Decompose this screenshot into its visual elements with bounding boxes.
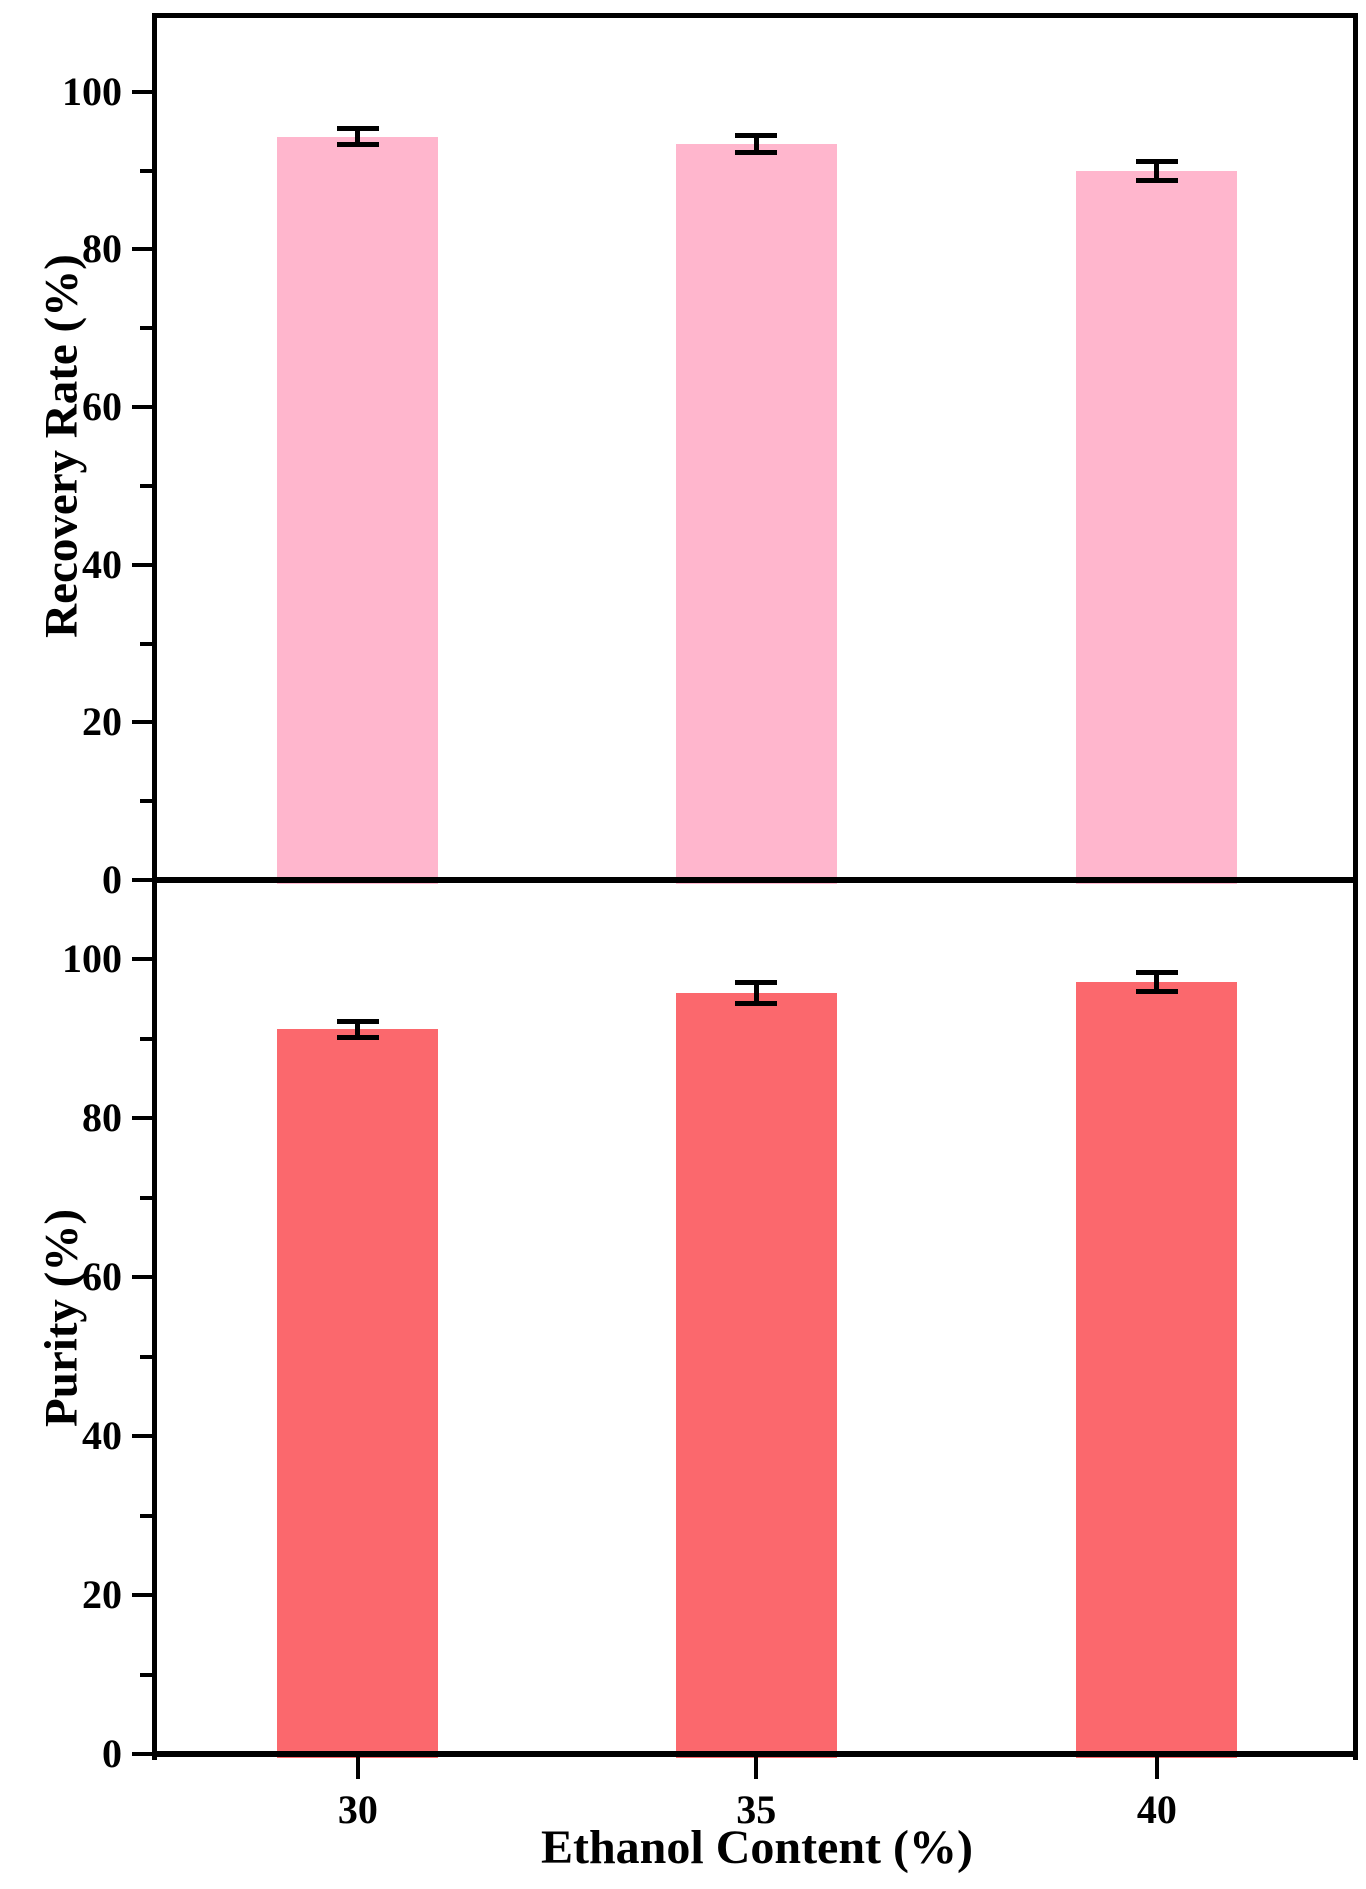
error-bar-cap-top (1135, 158, 1178, 164)
error-bar-stem-recovery-35 (753, 135, 759, 153)
y-tick-label: 80 (82, 1095, 122, 1141)
x-tick-label: 35 (736, 1787, 777, 1832)
error-bar-cap-top (735, 132, 778, 138)
x-tick-label: 40 (1136, 1787, 1177, 1832)
y-major-tick (132, 1593, 152, 1598)
error-bar-cap-top (1135, 969, 1178, 975)
error-bar-stem-recovery-30 (355, 128, 361, 145)
y-major-tick (132, 1116, 152, 1121)
error-bar-cap-bottom (735, 150, 778, 155)
y-minor-tick (140, 1672, 152, 1677)
bar-recovery-35 (675, 143, 837, 884)
y-major-tick (132, 89, 152, 94)
y-tick-label: 80 (82, 226, 122, 272)
x-major-tick (355, 1757, 360, 1779)
bar-purity-35 (675, 992, 837, 1758)
error-bar-cap-bottom (735, 1000, 778, 1006)
plot-top-border (152, 13, 1358, 18)
y-major-tick (132, 562, 152, 567)
bar-recovery-40 (1076, 170, 1238, 884)
y-minor-tick (140, 799, 152, 804)
bottom-axis-line (152, 1751, 1358, 1757)
y-minor-tick (140, 1513, 152, 1518)
right-axis-spine (1353, 13, 1358, 1760)
y-tick-label: 40 (82, 541, 122, 587)
y-minor-tick (140, 483, 152, 488)
y-minor-tick (140, 326, 152, 331)
y-tick-label: 20 (82, 1572, 122, 1618)
x-major-tick (754, 1757, 759, 1779)
y-tick-label: 100 (62, 68, 122, 114)
y-minor-tick (140, 1354, 152, 1359)
bar-recovery-30 (277, 136, 439, 884)
error-bar-cap-bottom (336, 142, 379, 148)
left-axis-spine (152, 13, 157, 1760)
y-tick-label: 40 (82, 1413, 122, 1459)
y-minor-tick (140, 641, 152, 646)
y-major-tick (132, 247, 152, 252)
error-bar-cap-bottom (1135, 177, 1178, 183)
y-major-tick (132, 405, 152, 410)
y-major-tick (132, 957, 152, 962)
y-minor-tick (140, 1195, 152, 1200)
y-tick-label: 20 (82, 699, 122, 745)
y-major-tick (132, 878, 152, 882)
error-bar-cap-top (336, 126, 379, 132)
panel-divider-line (152, 877, 1358, 883)
error-bar-stem-purity-30 (355, 1021, 361, 1038)
error-bar-cap-bottom (336, 1034, 379, 1040)
error-bar-stem-purity-40 (1154, 972, 1160, 992)
bar-purity-30 (277, 1029, 439, 1758)
y-major-tick (132, 720, 152, 725)
bar-purity-40 (1076, 981, 1238, 1758)
y-tick-label: 60 (82, 384, 122, 430)
y-tick-label: 100 (62, 936, 122, 982)
x-axis-title: Ethanol Content (%) (540, 1821, 974, 1874)
y-tick-label: 60 (82, 1254, 122, 1300)
purity-axis-title: Purity (%) (35, 1209, 88, 1427)
y-tick-label: 0 (102, 1731, 122, 1776)
y-minor-tick (140, 1036, 152, 1041)
error-bar-cap-top (336, 1018, 379, 1024)
error-bar-stem-purity-35 (753, 982, 759, 1004)
y-major-tick (132, 1275, 152, 1280)
error-bar-cap-top (735, 979, 778, 985)
error-bar-cap-bottom (1135, 988, 1178, 994)
y-major-tick (132, 1434, 152, 1439)
recovery-rate-axis-title: Recovery Rate (%) (35, 254, 88, 638)
y-minor-tick (140, 168, 152, 173)
x-major-tick (1154, 1757, 1159, 1779)
x-tick-label: 30 (337, 1787, 378, 1832)
y-tick-label: 0 (102, 857, 122, 902)
error-bar-stem-recovery-40 (1154, 161, 1160, 181)
y-major-tick (132, 1752, 152, 1756)
